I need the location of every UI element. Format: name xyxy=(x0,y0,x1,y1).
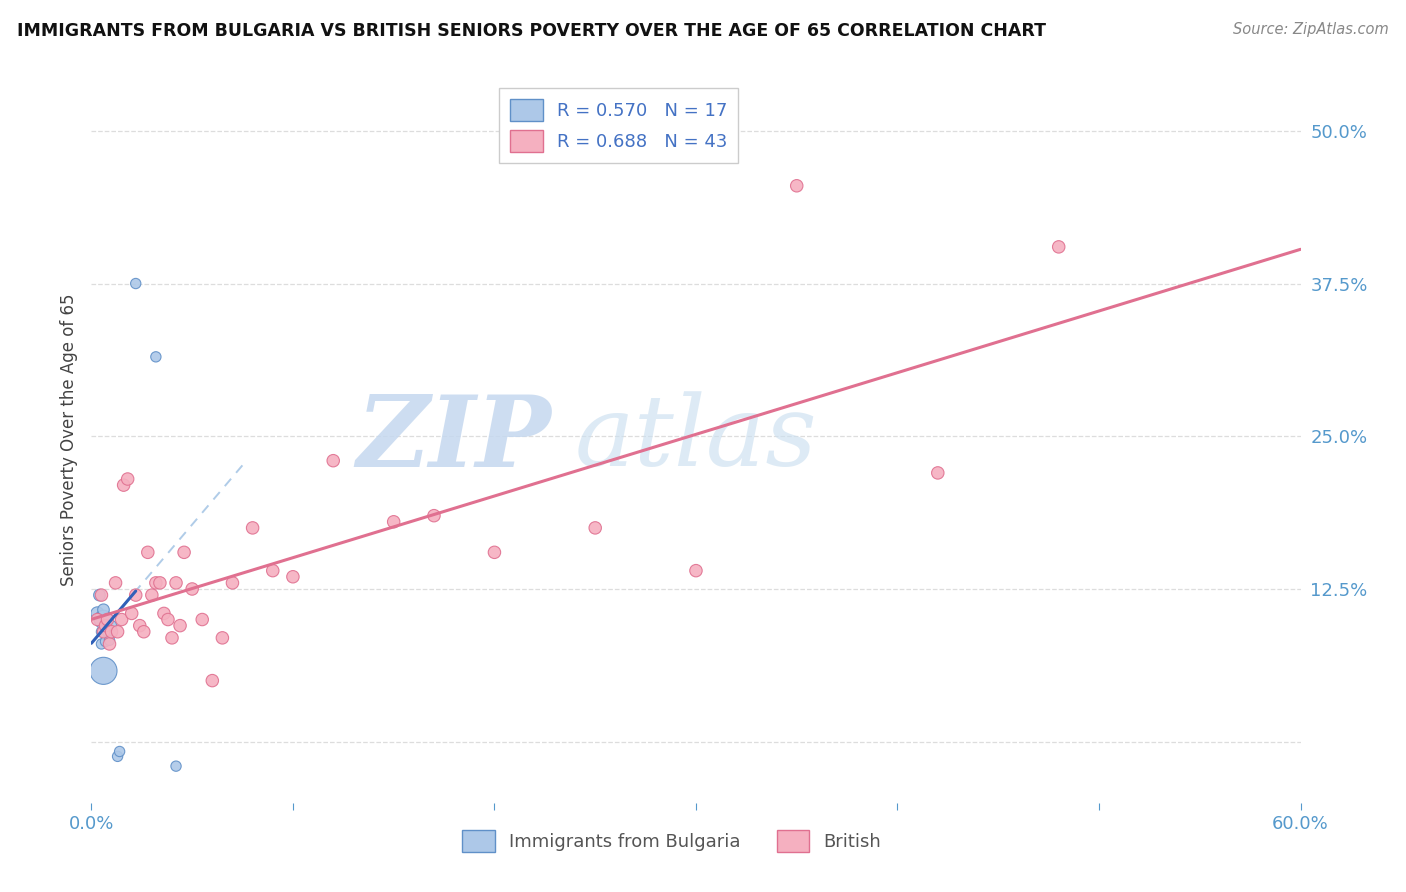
Point xyxy=(96,624,118,639)
Point xyxy=(242,521,264,535)
Point xyxy=(262,564,284,578)
Point xyxy=(96,613,118,627)
Point xyxy=(100,618,122,632)
Point xyxy=(153,607,176,621)
Point xyxy=(100,624,122,639)
Point xyxy=(165,575,187,590)
Point xyxy=(141,588,163,602)
Point xyxy=(173,545,195,559)
Point xyxy=(132,624,155,639)
Point xyxy=(145,575,167,590)
Point xyxy=(169,618,191,632)
Point xyxy=(156,613,179,627)
Point xyxy=(108,744,131,758)
Point xyxy=(583,521,606,535)
Point xyxy=(121,607,143,621)
Point xyxy=(382,515,405,529)
Point xyxy=(86,607,108,621)
Point xyxy=(786,178,808,193)
Point xyxy=(125,277,148,291)
Point xyxy=(1047,240,1070,254)
Point xyxy=(94,618,117,632)
Point xyxy=(98,637,121,651)
Point xyxy=(211,631,233,645)
Point xyxy=(128,618,150,632)
Text: IMMIGRANTS FROM BULGARIA VS BRITISH SENIORS POVERTY OVER THE AGE OF 65 CORRELATI: IMMIGRANTS FROM BULGARIA VS BRITISH SENI… xyxy=(17,22,1046,40)
Point xyxy=(160,631,183,645)
Point xyxy=(149,575,172,590)
Point xyxy=(117,472,139,486)
Point xyxy=(322,453,344,467)
Point xyxy=(125,588,148,602)
Point xyxy=(90,624,112,639)
Point xyxy=(86,613,108,627)
Point xyxy=(145,350,167,364)
Point xyxy=(94,618,117,632)
Point xyxy=(98,633,121,648)
Point xyxy=(112,478,135,492)
Point xyxy=(93,613,115,627)
Text: ZIP: ZIP xyxy=(356,391,551,488)
Point xyxy=(927,466,949,480)
Point xyxy=(93,603,115,617)
Point xyxy=(94,634,117,648)
Point xyxy=(111,613,132,627)
Point xyxy=(201,673,224,688)
Point xyxy=(484,545,506,559)
Point xyxy=(89,588,111,602)
Point xyxy=(423,508,446,523)
Point xyxy=(181,582,204,596)
Point xyxy=(90,637,112,651)
Point xyxy=(90,588,112,602)
Point xyxy=(685,564,707,578)
Point xyxy=(136,545,159,559)
Point xyxy=(107,749,129,764)
Legend: Immigrants from Bulgaria, British: Immigrants from Bulgaria, British xyxy=(456,822,889,859)
Point xyxy=(221,575,243,590)
Text: atlas: atlas xyxy=(575,392,818,487)
Point xyxy=(104,575,127,590)
Text: Source: ZipAtlas.com: Source: ZipAtlas.com xyxy=(1233,22,1389,37)
Point xyxy=(281,570,304,584)
Point xyxy=(191,613,214,627)
Point xyxy=(165,759,187,773)
Point xyxy=(93,624,115,639)
Y-axis label: Seniors Poverty Over the Age of 65: Seniors Poverty Over the Age of 65 xyxy=(59,293,77,585)
Point xyxy=(93,664,115,678)
Point xyxy=(107,624,129,639)
